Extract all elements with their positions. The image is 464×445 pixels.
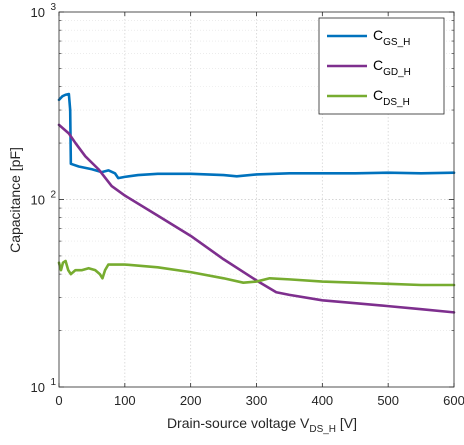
x-tick-label: 200 <box>180 393 202 408</box>
legend-label-subscript: GS_H <box>383 37 410 48</box>
tick-marks <box>58 11 455 388</box>
series-line-gs-h <box>57 92 456 180</box>
x-tick-label: 0 <box>55 393 62 408</box>
grid-lines <box>59 12 454 387</box>
y-tick-labels: 10 1 10 2 10 3 <box>31 2 57 395</box>
legend-label: CGS_H <box>373 27 410 48</box>
series-layer <box>57 92 456 314</box>
legend-label: CDS_H <box>373 87 410 108</box>
legend-label-main: C <box>373 87 383 103</box>
y-tick-label: 10 2 <box>31 190 57 208</box>
legend-label: CGD_H <box>373 57 411 78</box>
x-tick-label: 400 <box>311 393 333 408</box>
y-tick-label: 10 1 <box>31 377 57 395</box>
legend-label-main: C <box>373 57 383 73</box>
legend-label-subscript: DS_H <box>383 97 410 108</box>
x-axis-label-main: Drain-source voltage V <box>167 415 310 431</box>
x-axis-label-unit: [V] <box>336 415 357 431</box>
x-tick-labels: 0 100 200 300 400 500 600 <box>55 393 464 408</box>
y-tick-label-base: 10 <box>31 5 45 20</box>
x-tick-label: 300 <box>246 393 268 408</box>
y-tick-label-base: 10 <box>31 380 45 395</box>
legend-label-subscript: GD_H <box>383 67 411 78</box>
x-tick-label: 600 <box>443 393 464 408</box>
y-tick-label-exponent: 2 <box>50 190 56 201</box>
legend-label-main: C <box>373 27 383 43</box>
x-axis-label: Drain-source voltage VDS_H [V] <box>167 415 357 435</box>
y-tick-label-base: 10 <box>31 193 45 208</box>
x-axis-label-subscript: DS_H <box>309 424 336 435</box>
series-line-ds-h <box>57 259 456 287</box>
x-tick-label: 500 <box>377 393 399 408</box>
series-line-gd-h <box>57 123 456 314</box>
y-tick-label: 10 3 <box>31 2 57 20</box>
y-tick-label-exponent: 1 <box>50 377 56 388</box>
y-axis-label: Capacitance [pF] <box>7 147 23 253</box>
y-tick-label-exponent: 3 <box>50 2 56 13</box>
x-tick-label: 100 <box>114 393 136 408</box>
